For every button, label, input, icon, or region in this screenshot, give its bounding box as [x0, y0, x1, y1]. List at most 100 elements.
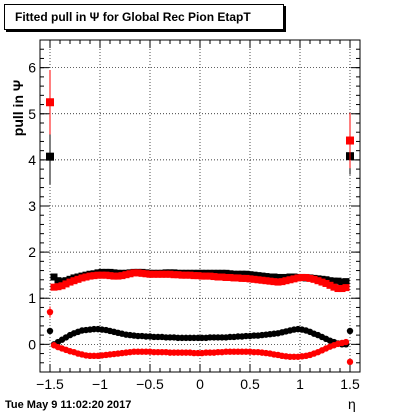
data-point-square: [114, 272, 122, 280]
data-point-square: [274, 278, 282, 286]
series-3: [46, 306, 354, 366]
data-point-square: [222, 269, 230, 277]
data-point-square: [118, 272, 126, 280]
data-point-square: [190, 272, 198, 280]
data-point-square: [242, 270, 250, 278]
data-point-square: [210, 273, 218, 281]
y-tick-label: 5: [28, 106, 36, 122]
data-point-square: [274, 273, 282, 281]
data-point-square: [278, 278, 286, 286]
x-tick-label: −1.5: [36, 376, 64, 392]
data-point-square: [254, 272, 262, 280]
data-point-square: [258, 276, 266, 284]
data-point-square: [74, 275, 82, 283]
data-point-square: [326, 277, 334, 285]
data-point-square: [234, 274, 242, 282]
marks-layer: [46, 69, 354, 366]
data-point-square: [94, 271, 102, 279]
data-point-square: [266, 273, 274, 281]
data-point-square: [238, 270, 246, 278]
data-point-square: [46, 98, 54, 107]
data-point-square: [270, 273, 278, 281]
data-point-square: [66, 278, 74, 286]
data-point-square: [286, 276, 294, 284]
data-point-square: [250, 271, 258, 279]
data-point-square: [214, 269, 222, 277]
data-point-square: [138, 269, 146, 277]
y-tick-label: 4: [28, 152, 36, 168]
data-point-square: [282, 277, 290, 285]
data-point-square: [194, 272, 202, 280]
y-axis-label: pull in Ψ: [10, 79, 26, 137]
data-point-square: [54, 277, 62, 285]
data-point-square: [186, 271, 194, 279]
x-tick-label: 0.5: [240, 376, 260, 392]
data-point-square: [310, 275, 318, 283]
data-point-square: [50, 283, 58, 291]
data-point-square: [334, 285, 342, 293]
data-point-square: [162, 270, 170, 278]
y-tick-label: 6: [28, 60, 36, 76]
title-box: Fitted pull in Ψ for Global Rec Pion Eta…: [4, 4, 284, 30]
data-point-square: [302, 273, 310, 281]
data-point-square: [246, 271, 254, 279]
data-point-circle: [342, 338, 350, 346]
data-point-square: [54, 283, 62, 291]
data-point-square: [178, 271, 186, 279]
data-point-square: [270, 278, 278, 286]
data-point-square: [290, 275, 298, 283]
data-point-square: [246, 275, 254, 283]
data-point-circle: [346, 358, 354, 366]
data-point-square: [326, 281, 334, 289]
data-point-square: [218, 269, 226, 277]
data-point-square: [322, 279, 330, 287]
data-point-square: [230, 274, 238, 282]
data-point-square: [338, 278, 346, 286]
data-point-square: [318, 278, 326, 286]
data-point-square: [90, 272, 98, 280]
data-point-square: [262, 277, 270, 285]
axis-layer: [39, 39, 361, 373]
x-tick-label: −0.5: [136, 376, 164, 392]
data-point-square: [46, 152, 54, 161]
data-point-circle: [346, 327, 354, 335]
chart-title: Fitted pull in Ψ for Global Rec Pion Eta…: [15, 10, 251, 24]
x-tick-label: 1: [296, 376, 304, 392]
data-point-square: [230, 270, 238, 278]
data-point-square: [222, 273, 230, 281]
data-point-square: [58, 282, 66, 290]
data-point-square: [342, 278, 350, 286]
data-point-square: [122, 271, 130, 279]
data-point-square: [82, 273, 90, 281]
data-point-square: [226, 270, 234, 278]
data-point-square: [330, 283, 338, 291]
y-axis-label-wrap: pull in Ψ: [6, 80, 26, 136]
data-point-square: [214, 273, 222, 281]
data-point-square: [126, 270, 134, 278]
data-point-square: [50, 273, 58, 281]
data-point-square: [266, 277, 274, 285]
data-point-square: [174, 271, 182, 279]
data-point-square: [142, 270, 150, 278]
data-point-square: [342, 284, 350, 292]
x-tick-label: 0: [196, 376, 204, 392]
data-point-square: [346, 136, 354, 145]
data-point-square: [98, 271, 106, 279]
data-point-square: [70, 277, 78, 285]
data-point-square: [254, 276, 262, 284]
data-point-square: [242, 274, 250, 282]
data-point-square: [86, 272, 94, 280]
data-point-square: [106, 272, 114, 280]
data-point-square: [198, 272, 206, 280]
data-point-square: [150, 270, 158, 278]
tick-label-layer: −1.5 −1 −0.5 0 0.5 1 1.5 0 1 2 3 4 5 6: [28, 60, 360, 392]
data-point-square: [158, 270, 166, 278]
data-point-square: [330, 277, 338, 285]
data-point-square: [78, 274, 86, 282]
data-point-square: [146, 270, 154, 278]
y-tick-label: 2: [28, 244, 36, 260]
data-point-square: [58, 278, 66, 286]
data-point-square: [250, 275, 258, 283]
data-point-square: [258, 272, 266, 280]
